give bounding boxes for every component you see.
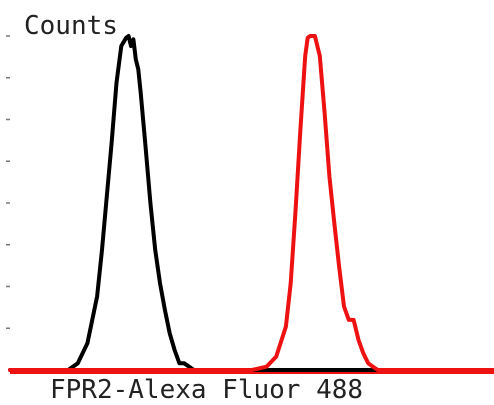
series-line-2 (10, 36, 494, 370)
x-axis-label: FPR2-Alexa Fluor 488 (50, 375, 363, 405)
series-group (10, 36, 494, 370)
y-axis-label: Counts (24, 11, 118, 41)
series-line-1 (10, 36, 494, 370)
y-axis-ticks (6, 36, 10, 328)
